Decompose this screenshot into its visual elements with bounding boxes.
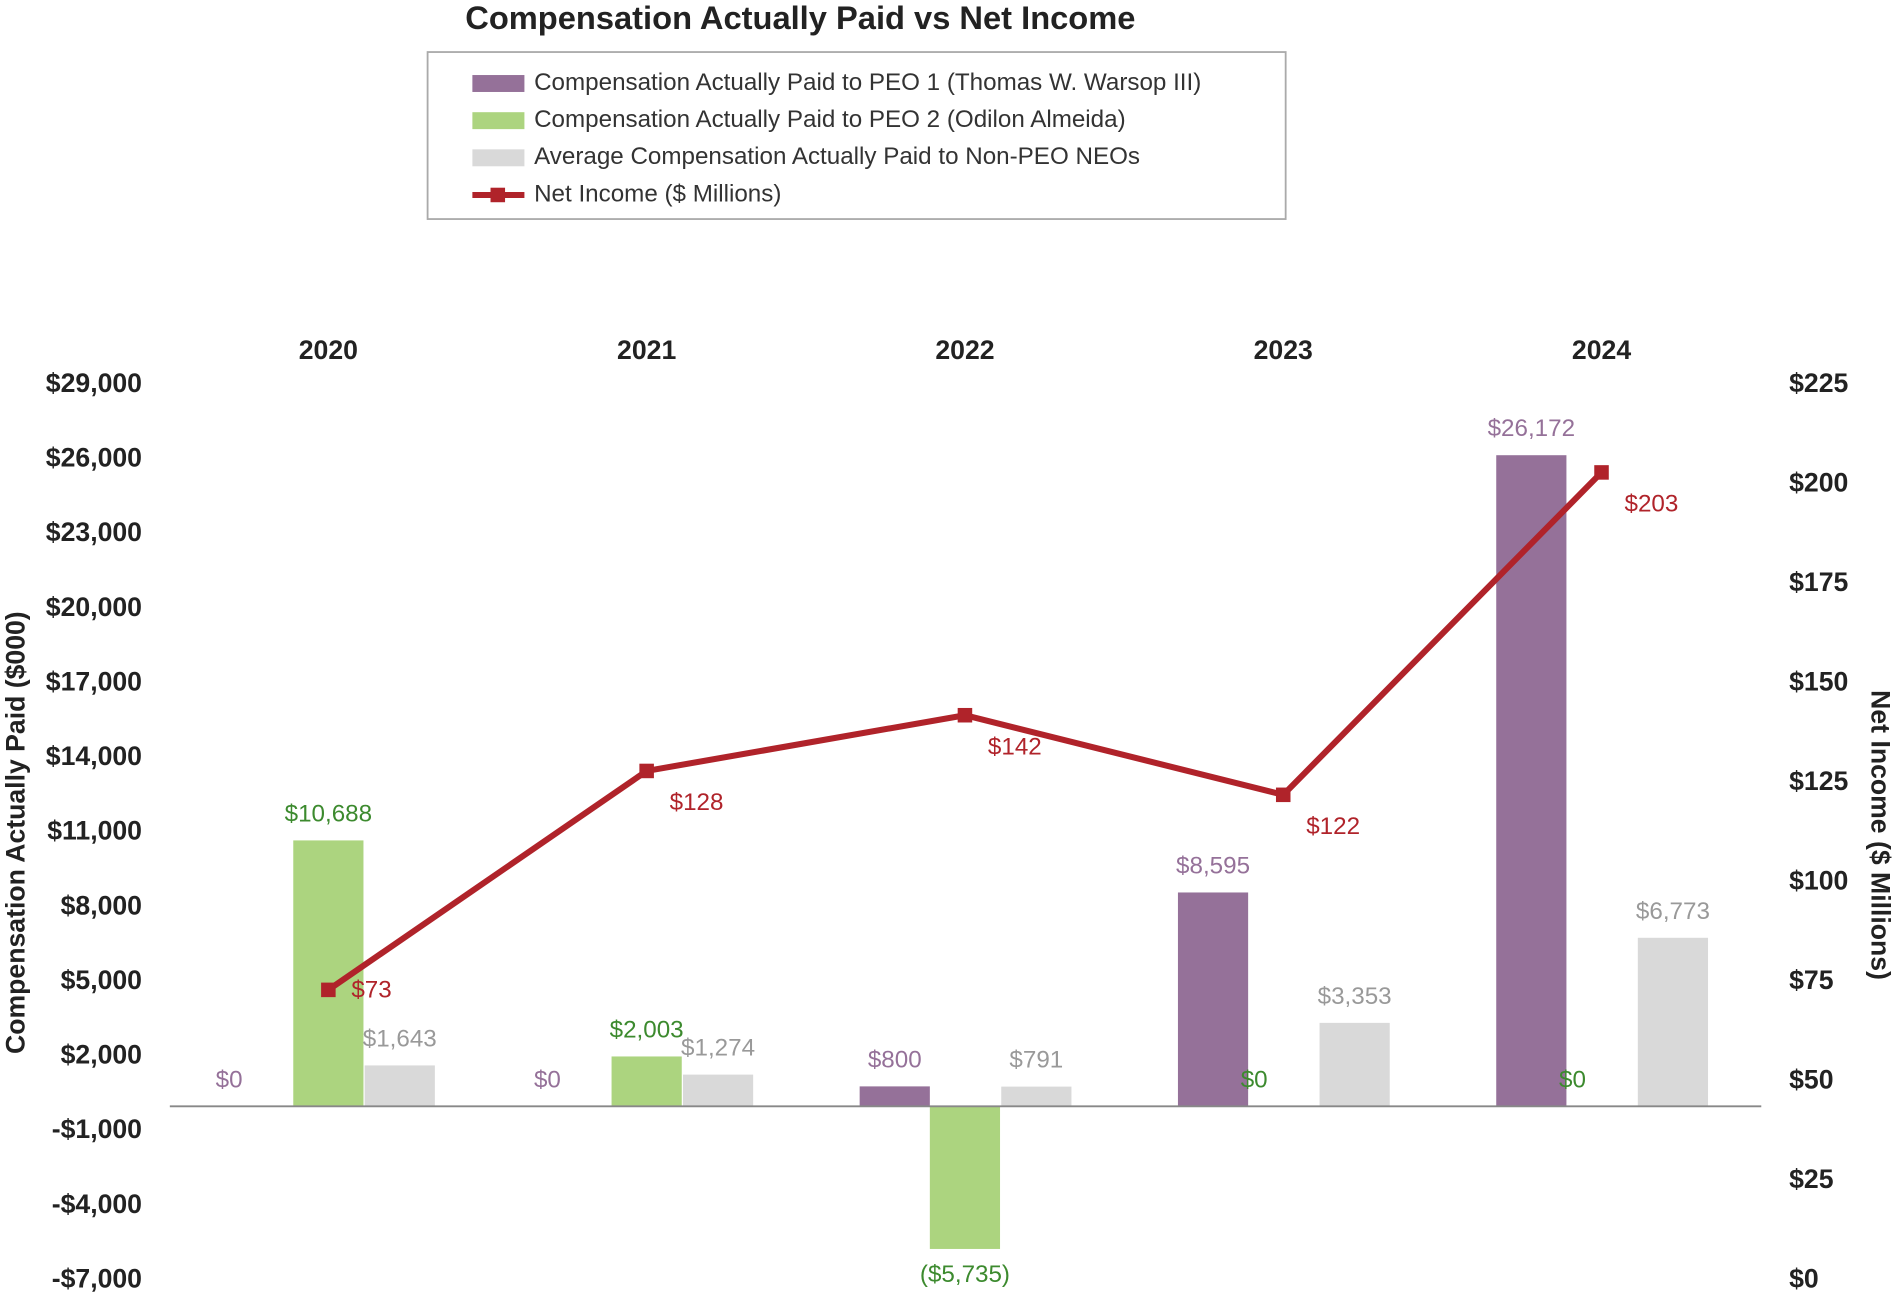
data-label: $26,172 [1488,415,1575,442]
data-label: $8,595 [1176,852,1250,879]
data-label: $2,003 [610,1016,684,1043]
data-label: $0 [1559,1066,1586,1093]
data-label: $203 [1625,490,1679,517]
y2-tick-label: $0 [1789,1263,1819,1293]
x-tick-label: 2021 [617,335,676,365]
bar [1319,1022,1390,1107]
y2-tick-label: $50 [1789,1064,1833,1094]
y-tick-label: -$1,000 [52,1114,142,1144]
bar [364,1065,435,1107]
y2-tick-label: $150 [1789,666,1848,696]
y-tick-label: $2,000 [61,1040,142,1070]
y2-tick-label: $25 [1789,1164,1834,1194]
y-tick-label: $8,000 [61,890,142,920]
data-label: $128 [670,789,724,816]
legend-swatch-marker [490,187,506,203]
bar [929,1106,1001,1249]
y-tick-label: $29,000 [46,368,142,398]
bar [1001,1086,1072,1107]
data-label: $1,274 [681,1035,755,1062]
legend-swatch [472,75,525,92]
y2-axis-title: Net Income ($ Millions) [1866,690,1896,980]
legend-swatch [472,149,525,167]
legend-label: Compensation Actually Paid to PEO 1 (Tho… [534,69,1201,96]
data-label: $122 [1306,813,1360,840]
x-tick-label: 2020 [299,335,358,365]
bar [611,1056,682,1107]
line-marker [957,707,973,723]
y2-tick-label: $200 [1789,467,1848,497]
legend-swatch [472,112,525,130]
y-tick-label: $17,000 [46,666,142,696]
legend-label: Compensation Actually Paid to PEO 2 (Odi… [534,106,1126,133]
bar [1637,937,1709,1107]
legend-box [426,51,1287,220]
y-tick-label: $23,000 [46,517,142,547]
y-tick-label: -$4,000 [52,1189,142,1219]
data-label: $142 [988,733,1042,760]
x-tick-label: 2022 [935,335,994,365]
x-tick-label: 2023 [1254,335,1313,365]
y2-tick-label: $175 [1789,567,1848,597]
data-label: $3,353 [1318,983,1392,1010]
x-tick-label: 2024 [1572,335,1631,365]
data-label: $73 [351,976,391,1003]
line-marker [321,982,336,998]
bar [859,1086,930,1107]
chart-title: Compensation Actually Paid vs Net Income [465,0,1135,36]
data-label: $791 [1009,1047,1063,1074]
legend-label: Net Income ($ Millions) [534,180,781,207]
legend-label: Average Compensation Actually Paid to No… [534,143,1140,170]
data-label: $0 [1241,1066,1268,1093]
y2-tick-label: $75 [1789,965,1834,995]
y-tick-label: $14,000 [46,741,142,771]
bar [682,1074,754,1107]
line-marker [1594,465,1609,480]
y-tick-label: $26,000 [46,443,142,473]
y2-tick-label: $225 [1789,368,1848,398]
data-label: ($5,735) [920,1261,1010,1288]
data-label: $1,643 [363,1025,437,1052]
data-label: $6,773 [1636,898,1710,925]
y-tick-label: $11,000 [47,816,142,846]
y2-tick-label: $100 [1789,865,1848,895]
line-marker [639,763,654,779]
data-label: $0 [216,1066,243,1093]
bar [1496,455,1567,1107]
line [326,470,1604,993]
y-tick-label: -$7,000 [52,1263,142,1293]
y-tick-label: $20,000 [46,592,142,622]
bar [1177,892,1249,1107]
data-label: $0 [534,1066,561,1093]
data-label: $10,688 [285,800,372,827]
y-axis-title: Compensation Actually Paid ($000) [0,611,30,1054]
data-label: $800 [868,1046,922,1073]
y2-tick-label: $125 [1789,766,1848,796]
y-tick-label: $5,000 [61,965,142,995]
line-marker [1275,787,1291,803]
